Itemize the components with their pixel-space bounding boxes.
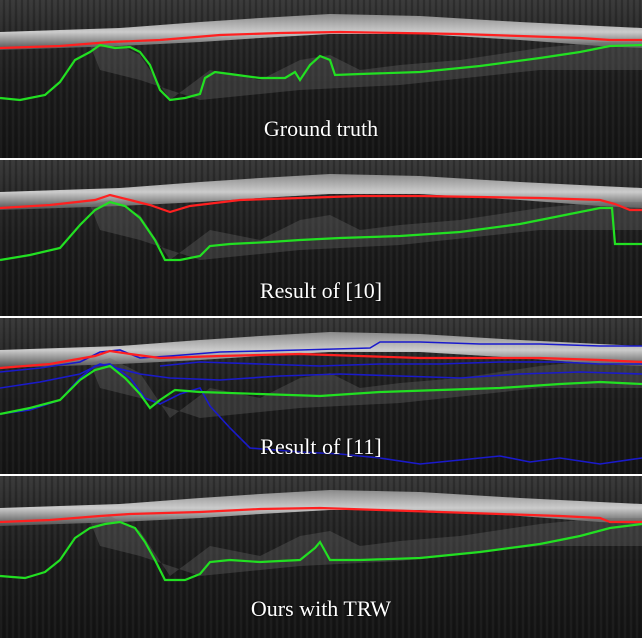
radargram-image <box>0 0 642 158</box>
panel-caption: Result of [10] <box>259 278 383 303</box>
surface-boundary-line <box>0 349 642 370</box>
radar-panel-result-11: Result of [11] <box>0 318 642 474</box>
radargram-image <box>0 476 642 638</box>
radar-panel-result-10: Result of [10] <box>0 160 642 316</box>
panel-caption: Result of [11] <box>260 434 382 459</box>
radar-panel-ours-trw: Ours with TRW <box>0 476 642 638</box>
bed-boundary-line <box>0 200 642 262</box>
surface-boundary-line <box>0 30 642 50</box>
surface-boundary-line <box>0 193 642 214</box>
bed-boundary-line <box>0 364 642 416</box>
panel-caption: Ground truth <box>263 116 379 141</box>
bed-boundary-line <box>0 520 642 582</box>
panel-caption: Ours with TRW <box>250 596 392 621</box>
candidate-boundary-line <box>159 361 642 367</box>
radargram-image <box>0 318 642 474</box>
candidate-boundary-line <box>0 363 642 389</box>
bed-boundary-line <box>0 43 642 102</box>
radargram-image <box>0 160 642 316</box>
radar-panel-ground-truth: Ground truth <box>0 0 642 158</box>
surface-boundary-line <box>0 506 642 524</box>
